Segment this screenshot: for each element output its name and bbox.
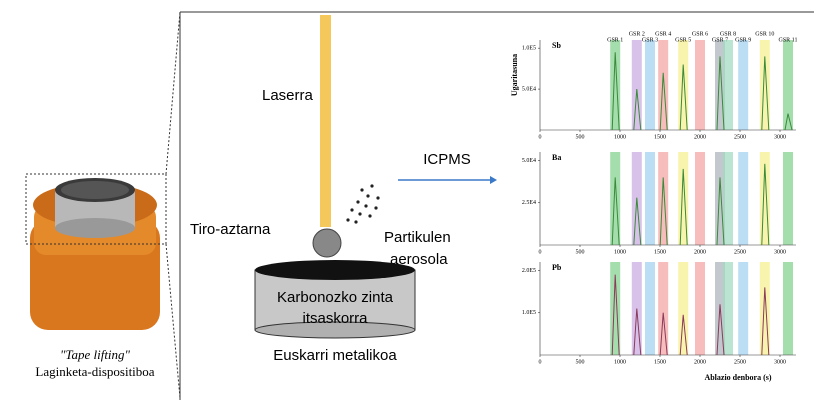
gsr-band — [678, 262, 688, 355]
band-label: GSR 5 — [675, 37, 691, 43]
gsr-band — [738, 152, 748, 245]
x-tick-label: 2000 — [694, 249, 706, 255]
x-tick-label: 1000 — [614, 359, 626, 365]
gsr-band — [738, 40, 748, 130]
arrow-head — [490, 176, 497, 184]
label: Partikulen — [384, 229, 451, 246]
gsr-band — [658, 262, 668, 355]
x-tick-label: 2500 — [734, 249, 746, 255]
band-label: GSR 9 — [735, 37, 751, 43]
particle — [313, 229, 341, 257]
gsr-band — [783, 262, 793, 355]
zoom-line — [166, 244, 180, 398]
caption: "Tape lifting" — [60, 347, 131, 362]
label: ICPMS — [423, 151, 471, 168]
sample-device — [30, 178, 160, 330]
x-tick-label: 1000 — [614, 249, 626, 255]
band-label: GSR 8 — [720, 31, 736, 37]
x-tick-label: 2500 — [734, 134, 746, 140]
gsr-band — [695, 262, 705, 355]
band-label: GSR 10 — [755, 31, 774, 37]
y-tick-label: 2.5E4 — [522, 200, 536, 206]
y-tick-label: 1.0E5 — [522, 310, 536, 316]
x-tick-label: 500 — [576, 134, 585, 140]
x-tick-label: 500 — [576, 359, 585, 365]
y-tick-label: 2.0E5 — [522, 268, 536, 274]
x-tick-label: 0 — [539, 134, 542, 140]
band-label: GSR 3 — [642, 37, 658, 43]
tape — [255, 260, 415, 280]
aerosol-dots — [346, 184, 379, 223]
gsr-band — [645, 40, 655, 130]
label: Tiro-aztarna — [190, 221, 271, 238]
caption: Laginketa-dispositiboa — [35, 364, 154, 379]
gsr-band — [783, 152, 793, 245]
gsr-band — [645, 262, 655, 355]
laser-beam — [320, 15, 331, 227]
band-label: GSR 4 — [655, 31, 671, 37]
x-tick-label: 0 — [539, 249, 542, 255]
figure: "Tape lifting" Laginketa-dispositiboa La… — [0, 0, 814, 401]
gsr-band — [723, 40, 733, 130]
x-tick-label: 2500 — [734, 359, 746, 365]
x-tick-label: 1500 — [654, 249, 666, 255]
x-tick-label: 0 — [539, 359, 542, 365]
x-tick-label: 3000 — [774, 359, 786, 365]
x-tick-label: 2000 — [694, 134, 706, 140]
band-label: GSR 11 — [779, 37, 798, 43]
gsr-band — [645, 152, 655, 245]
gsr-band — [632, 40, 642, 130]
y-tick-label: 5.0E4 — [522, 158, 536, 164]
label: Laserra — [262, 87, 314, 104]
gsr-band — [723, 262, 733, 355]
panel-label: Sb — [552, 41, 561, 50]
label: Euskarri metalikoa — [273, 347, 397, 364]
band-label: GSR 1 — [607, 37, 623, 43]
y-tick-label: 5.0E4 — [522, 86, 536, 92]
y-tick-label: 1.0E5 — [522, 46, 536, 52]
gsr-band — [695, 152, 705, 245]
x-tick-label: 3000 — [774, 249, 786, 255]
x-axis-label: Ablazio denbora (s) — [704, 373, 771, 382]
gsr-band — [723, 152, 733, 245]
x-tick-label: 3000 — [774, 134, 786, 140]
gsr-band — [738, 262, 748, 355]
x-tick-label: 1500 — [654, 359, 666, 365]
x-tick-label: 2000 — [694, 359, 706, 365]
panel-label: Ba — [552, 153, 561, 162]
panel-label: Pb — [552, 263, 562, 272]
gsr-band — [695, 40, 705, 130]
x-tick-label: 500 — [576, 249, 585, 255]
x-tick-label: 1500 — [654, 134, 666, 140]
y-axis-label: Ugaritasuna — [510, 54, 519, 96]
x-tick-label: 1000 — [614, 134, 626, 140]
zoom-line — [166, 12, 180, 174]
band-label: GSR 6 — [692, 31, 708, 37]
label: Karbonozko zinta — [277, 289, 394, 306]
gsr-band — [783, 40, 793, 130]
label: itsaskorra — [302, 310, 368, 327]
